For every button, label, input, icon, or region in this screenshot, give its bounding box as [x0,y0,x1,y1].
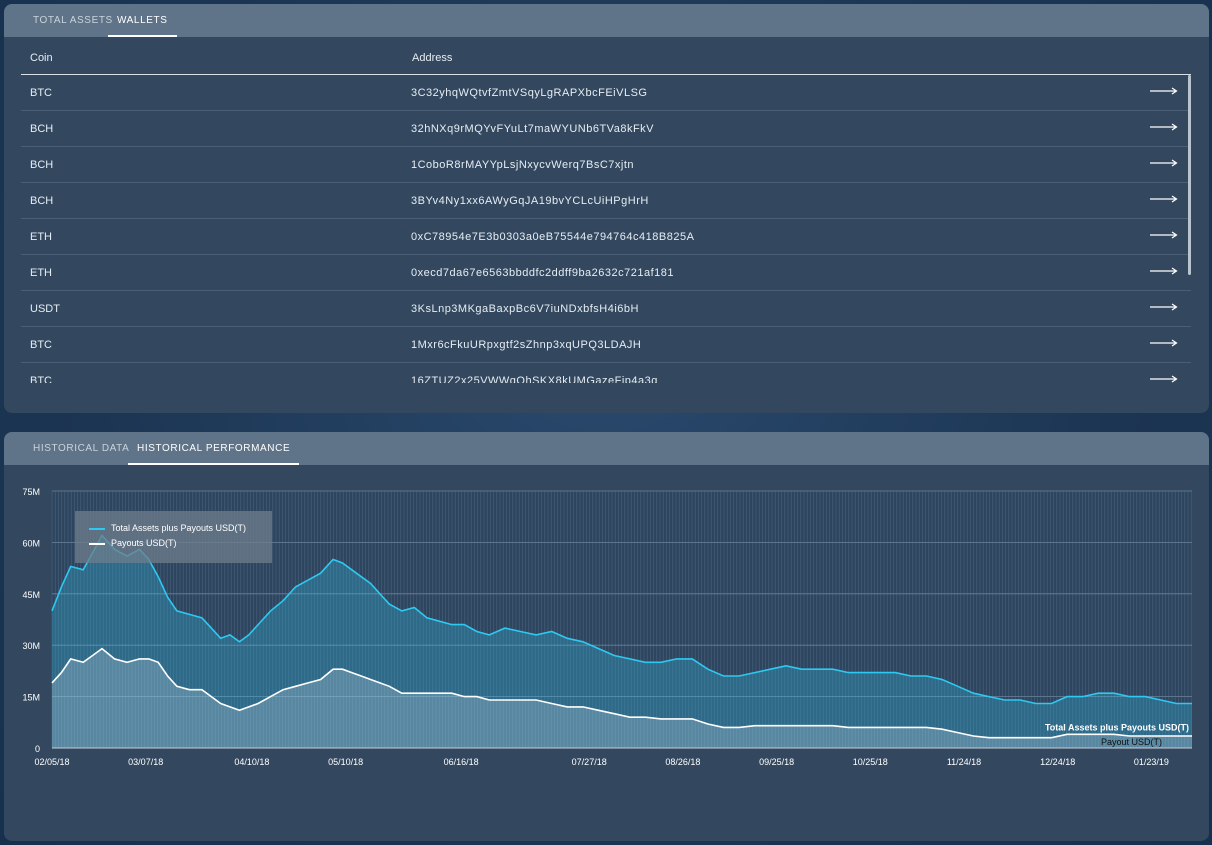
y-tick-label: 0 [35,744,40,754]
wallet-row[interactable]: BCH 3BYv4Ny1xx6AWyGqJA19bvYCLcUiHPgHrH [21,183,1191,219]
x-tick-label: 10/25/18 [853,757,888,767]
x-tick-label: 09/25/18 [759,757,794,767]
chart-legend: Total Assets plus Payouts USD(T) Payouts… [75,511,272,563]
wallet-table-body: BTC 3C32yhqWQtvfZmtVSqyLgRAPXbcFEiVLSG BCH… [21,75,1191,383]
arrow-right-icon[interactable] [1149,157,1179,169]
y-tick-label: 60M [22,538,40,548]
wallet-coin: BCH [30,123,54,135]
wallet-coin: ETH [30,231,52,243]
tab-historical-performance[interactable]: HISTORICAL PERFORMANCE [127,432,300,465]
wallet-address: 3KsLnp3MKgaBaxpBc6V7iuNDxbfsH4i6bH [411,303,639,315]
y-tick-label: 30M [22,641,40,651]
wallet-coin: BTC [30,339,52,351]
performance-panel: HISTORICAL DATA HISTORICAL PERFORMANCE 0… [4,432,1209,841]
series-line-payouts [51,647,1192,739]
wallet-address: 16ZTUZ2x25VWWqQhSKX8kUMGazeFip4a3q [411,375,658,383]
wallet-coin: ETH [30,267,52,279]
wallet-coin: BCH [30,195,54,207]
series-line-total-assets [51,534,1192,705]
legend-swatch-payouts [89,543,105,545]
tab-wallets[interactable]: WALLETS [108,4,176,37]
wallet-row[interactable]: BTC 3C32yhqWQtvfZmtVSqyLgRAPXbcFEiVLSG [21,75,1191,111]
x-tick-label: 12/24/18 [1040,757,1075,767]
wallet-row[interactable]: ETH 0xC78954e7E3b0303a0eB75544e794764c418… [21,219,1191,255]
wallet-row[interactable]: BCH 32hNXq9rMQYvFYuLt7maWYUNb6TVa8kFkV [21,111,1191,147]
column-header-coin: Coin [30,52,53,64]
x-tick-label: 03/07/18 [128,757,163,767]
wallet-address: 3C32yhqWQtvfZmtVSqyLgRAPXbcFEiVLSG [411,87,648,99]
arrow-right-icon[interactable] [1149,373,1179,383]
arrow-right-icon[interactable] [1149,121,1179,133]
x-tick-label: 11/24/18 [947,757,981,767]
wallet-table-header: Coin Address [21,41,1191,75]
legend-label-payouts: Payouts USD(T) [111,538,177,548]
wallet-coin: BCH [30,159,54,171]
end-label-payouts: Payout USD(T) [1101,737,1162,747]
wallet-table-scrollbar[interactable] [1188,75,1191,275]
x-tick-label: 02/05/18 [34,757,69,767]
performance-tabbar: HISTORICAL DATA HISTORICAL PERFORMANCE [4,432,1209,465]
wallet-address: 3BYv4Ny1xx6AWyGqJA19bvYCLcUiHPgHrH [411,195,649,207]
y-tick-label: 15M [22,693,40,703]
wallet-address: 1CoboR8rMAYYpLsjNxycvWerq7BsC7xjtn [411,159,635,171]
wallet-row[interactable]: BTC 1Mxr6cFkuURpxgtf2sZhnp3xqUPQ3LDAJH [21,327,1191,363]
arrow-right-icon[interactable] [1149,85,1179,97]
x-tick-label: 08/26/18 [665,757,700,767]
wallet-address: 1Mxr6cFkuURpxgtf2sZhnp3xqUPQ3LDAJH [411,339,642,351]
wallets-panel: TOTAL ASSETS WALLETS Coin Address BTC 3C3… [4,4,1209,413]
series-area-total-assets [52,535,1192,748]
wallet-address: 0xecd7da67e6563bbddfc2ddff9ba2632c721af1… [411,267,675,279]
x-tick-label: 04/10/18 [234,757,269,767]
arrow-right-icon[interactable] [1149,229,1179,241]
tab-historical-data[interactable]: HISTORICAL DATA [33,443,130,454]
arrow-right-icon[interactable] [1149,265,1179,277]
arrow-right-icon[interactable] [1149,337,1179,349]
wallet-row[interactable]: BTC 16ZTUZ2x25VWWqQhSKX8kUMGazeFip4a3q [21,363,1191,383]
wallet-coin: BTC [30,375,52,383]
wallet-row[interactable]: USDT 3KsLnp3MKgaBaxpBc6V7iuNDxbfsH4i6bH [21,291,1191,327]
x-tick-label: 07/27/18 [572,757,607,767]
series-area-payouts [52,648,1192,748]
wallet-coin: USDT [30,303,60,315]
x-tick-label: 06/16/18 [444,757,479,767]
wallet-address: 0xC78954e7E3b0303a0eB75544e794764c418B82… [411,231,695,243]
x-tick-label: 05/10/18 [328,757,363,767]
arrow-right-icon[interactable] [1149,301,1179,313]
legend-label-total: Total Assets plus Payouts USD(T) [111,523,247,533]
legend-swatch-total [89,528,105,530]
wallet-coin: BTC [30,87,52,99]
tab-total-assets[interactable]: TOTAL ASSETS [33,15,113,26]
wallet-row[interactable]: BCH 1CoboR8rMAYYpLsjNxycvWerq7BsC7xjtn [21,147,1191,183]
arrow-right-icon[interactable] [1149,193,1179,205]
wallet-address: 32hNXq9rMQYvFYuLt7maWYUNb6TVa8kFkV [411,123,654,135]
wallet-tabbar: TOTAL ASSETS WALLETS [4,4,1209,37]
y-tick-label: 45M [22,590,40,600]
y-tick-label: 75M [22,487,40,497]
end-label-total-assets: Total Assets plus Payouts USD(T) [1045,722,1189,732]
wallet-row[interactable]: ETH 0xecd7da67e6563bbddfc2ddff9ba2632c721… [21,255,1191,291]
column-header-address: Address [412,52,453,64]
performance-chart: 0 15M 30M 45M 60M 75M 02/05/18 03/07/18 04/10/18… [22,487,1192,767]
x-tick-label: 01/23/19 [1134,757,1169,767]
